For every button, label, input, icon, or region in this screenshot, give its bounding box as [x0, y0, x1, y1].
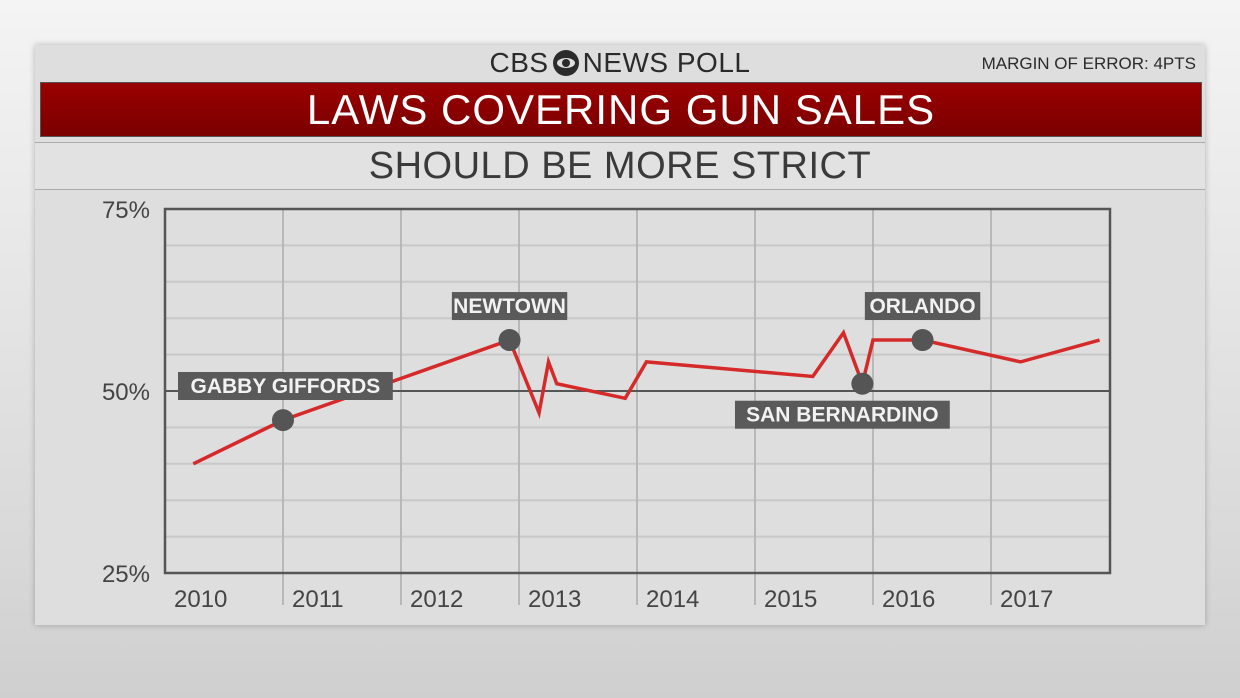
cbs-news-poll-logo: CBS NEWS POLL	[0, 47, 1240, 79]
cbs-eye-icon	[552, 50, 579, 76]
y-tick-label: 50%	[102, 379, 150, 406]
event-label-box	[864, 292, 981, 321]
x-tick-label: 2011	[292, 586, 344, 613]
x-tick-label: 2017	[1000, 586, 1053, 613]
brand-left: CBS	[489, 47, 549, 78]
x-tick-label: 2013	[528, 586, 581, 613]
event-label-box	[451, 292, 568, 321]
x-tick-label: 2015	[764, 586, 817, 613]
chart-subtitle: SHOULD BE MORE STRICT	[35, 142, 1205, 190]
event-label: ORLANDO	[869, 295, 975, 318]
brand-right: NEWS POLL	[582, 47, 751, 78]
event-marker	[498, 329, 521, 352]
chart-title: LAWS COVERING GUN SALES	[40, 82, 1202, 137]
y-tick-label: 25%	[102, 561, 150, 588]
event-label: NEWTOWN	[453, 295, 566, 318]
x-tick-label: 2010	[174, 586, 227, 613]
x-tick-label: 2016	[882, 586, 935, 613]
event-marker	[272, 409, 294, 432]
event-label-box	[734, 400, 950, 429]
y-tick-label: 75%	[102, 197, 150, 224]
event-label: SAN BERNARDINO	[746, 404, 939, 427]
x-tick-label: 2012	[410, 586, 463, 613]
margin-of-error: MARGIN OF ERROR: 4PTS	[981, 54, 1196, 73]
event-marker	[911, 329, 934, 352]
event-marker	[851, 372, 874, 395]
event-label-box	[178, 372, 393, 400]
series-line	[192, 329, 1101, 466]
event-label: GABBY GIFFORDS	[191, 375, 381, 398]
x-tick-label: 2014	[646, 586, 699, 613]
chart-panel	[35, 45, 1205, 625]
